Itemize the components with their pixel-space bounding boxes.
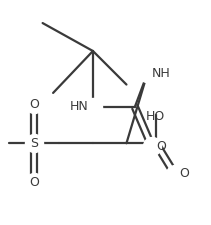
Text: O: O bbox=[179, 167, 189, 180]
Text: O: O bbox=[29, 98, 39, 111]
Text: O: O bbox=[156, 140, 166, 153]
Text: S: S bbox=[30, 137, 38, 150]
Text: NH: NH bbox=[152, 67, 170, 80]
Text: HN: HN bbox=[70, 100, 89, 113]
Text: O: O bbox=[29, 176, 39, 189]
Text: HO: HO bbox=[146, 110, 165, 123]
